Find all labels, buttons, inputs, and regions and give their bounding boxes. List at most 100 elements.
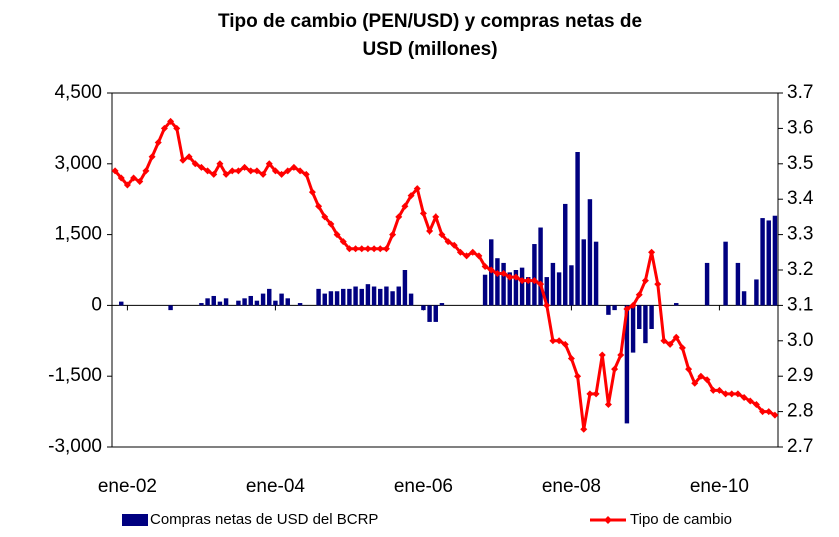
bar <box>550 262 556 306</box>
legend-swatch <box>604 516 612 524</box>
marker <box>518 277 526 285</box>
marker <box>148 153 156 161</box>
bar <box>297 303 303 306</box>
bar <box>754 279 759 306</box>
marker <box>284 167 292 175</box>
marker <box>469 248 477 256</box>
bar <box>408 293 414 306</box>
y2-tick-label: 2.7 <box>787 436 813 457</box>
marker <box>142 167 150 175</box>
bar <box>563 203 568 306</box>
marker <box>370 245 378 253</box>
marker <box>352 245 360 253</box>
bar <box>328 291 334 306</box>
bar <box>630 305 636 353</box>
marker <box>660 337 668 345</box>
marker <box>376 245 384 253</box>
bar <box>593 241 599 306</box>
marker <box>524 277 532 285</box>
marker <box>654 280 662 288</box>
marker <box>567 355 575 362</box>
bar <box>649 305 654 329</box>
legend-label: Tipo de cambio <box>630 511 732 528</box>
y2-tick-label: 3.5 <box>787 153 813 174</box>
bar <box>741 291 747 306</box>
bar <box>538 227 543 306</box>
marker <box>136 178 144 185</box>
marker <box>543 301 551 309</box>
marker <box>759 408 767 416</box>
bar <box>359 288 364 306</box>
plot-frame <box>111 92 779 448</box>
marker <box>611 365 619 373</box>
marker <box>321 213 329 221</box>
marker <box>635 291 643 299</box>
bar <box>353 286 358 306</box>
bar <box>612 305 617 311</box>
marker <box>623 305 631 313</box>
bar <box>402 270 408 306</box>
marker <box>549 337 557 345</box>
y2-tick-label: 3.7 <box>787 82 813 103</box>
marker <box>481 262 489 270</box>
bar <box>544 277 549 306</box>
marker <box>401 202 409 210</box>
marker <box>111 167 119 175</box>
bar <box>242 298 247 306</box>
marker <box>339 238 347 246</box>
chart-title: USD (millones) <box>362 39 497 60</box>
marker <box>364 245 372 253</box>
marker <box>512 273 520 281</box>
bar <box>575 152 580 306</box>
legend-swatch <box>122 514 148 526</box>
marker <box>561 340 569 348</box>
marker <box>728 390 736 398</box>
marker <box>259 170 267 178</box>
bar <box>624 305 630 424</box>
x-tick-label: ene-02 <box>98 476 157 497</box>
bar <box>532 244 537 306</box>
bar <box>606 305 611 315</box>
marker <box>271 167 279 175</box>
y2-tick-label: 2.9 <box>787 365 813 386</box>
marker <box>173 124 181 132</box>
bar <box>501 262 506 306</box>
marker <box>475 252 483 260</box>
bar <box>637 305 642 329</box>
bar <box>236 300 241 306</box>
marker <box>586 390 594 398</box>
marker <box>197 163 205 171</box>
marker <box>672 333 680 341</box>
bar <box>322 293 327 306</box>
bar <box>766 220 771 306</box>
marker <box>179 156 187 164</box>
marker <box>413 185 421 193</box>
marker <box>691 379 699 387</box>
marker <box>604 401 612 409</box>
bar <box>316 288 321 306</box>
marker <box>216 160 224 168</box>
chart-title: Tipo de cambio (PEN/USD) y compras netas… <box>218 11 642 32</box>
bar <box>526 277 531 306</box>
y2-tick-label: 3.3 <box>787 224 813 245</box>
marker <box>463 252 471 260</box>
marker <box>450 241 458 249</box>
marker <box>160 124 168 132</box>
marker <box>265 160 273 168</box>
marker <box>617 351 625 359</box>
marker <box>432 213 440 221</box>
bar <box>279 293 284 306</box>
y2-tick-label: 3.4 <box>787 188 814 209</box>
marker <box>345 245 353 253</box>
bar <box>223 298 229 306</box>
marker <box>247 167 255 175</box>
marker <box>278 170 286 178</box>
legend-label: Compras netas de USD del BCRP <box>150 511 378 528</box>
bar <box>421 305 426 311</box>
bar <box>254 300 260 306</box>
marker <box>715 386 723 394</box>
bar <box>587 199 593 306</box>
y2-tick-label: 3.6 <box>787 117 813 138</box>
marker <box>185 153 193 161</box>
bar <box>347 288 352 306</box>
